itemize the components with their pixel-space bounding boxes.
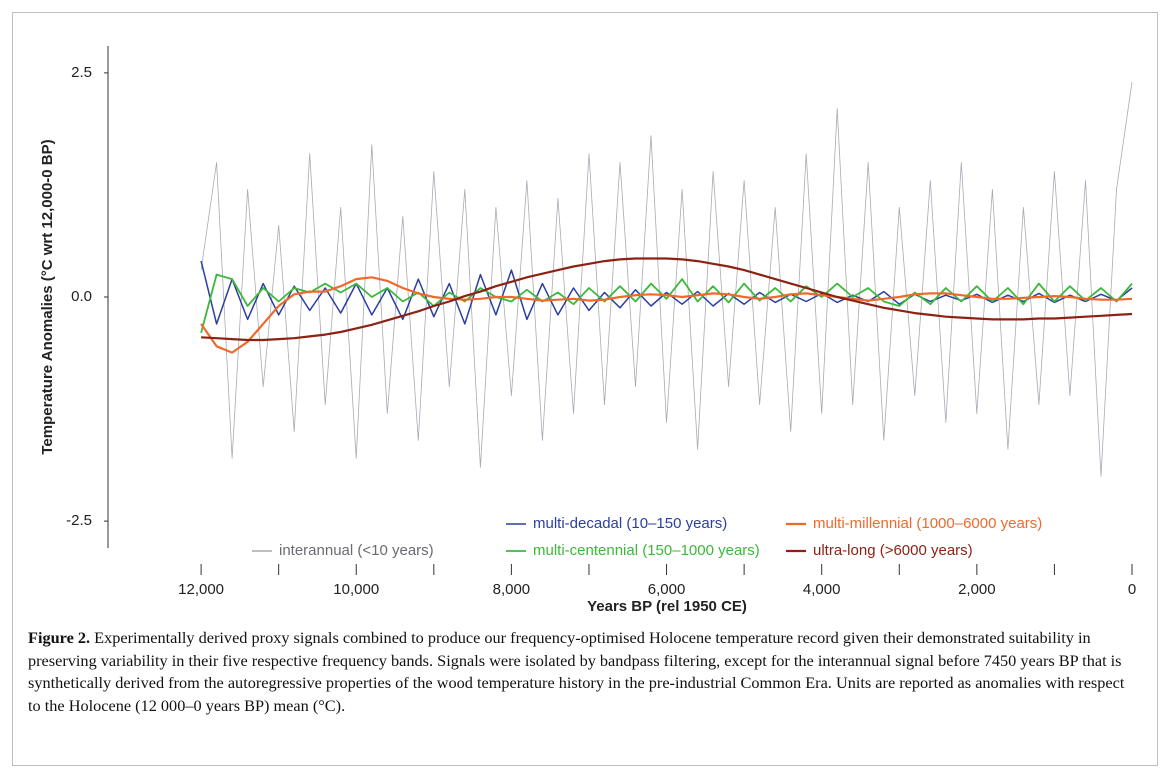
x-tick-label: 4,000 — [803, 581, 841, 598]
x-tick-label: 0 — [1128, 581, 1136, 598]
caption-label: Figure 2. — [28, 628, 91, 647]
series-line — [200, 81, 1133, 477]
x-tick-label: 6,000 — [648, 581, 686, 598]
y-tick-label: 0.0 — [71, 288, 92, 305]
chart: Temperature Anomalies (°C wrt 12,000-0 B… — [39, 46, 1136, 615]
x-axis-label: Years BP (rel 1950 CE) — [587, 598, 747, 615]
y-tick-label: -2.5 — [66, 512, 92, 529]
figure-frame — [12, 12, 1158, 766]
y-axis-label: Temperature Anomalies (°C wrt 12,000-0 B… — [39, 139, 56, 454]
x-tick-label: 12,000 — [178, 581, 224, 598]
legend-label: multi-centennial (150–1000 years) — [533, 542, 760, 559]
figure-caption: Figure 2. Experimentally derived proxy s… — [28, 627, 1128, 718]
x-tick-label: 8,000 — [493, 581, 531, 598]
legend-label: multi-decadal (10–150 years) — [533, 515, 727, 532]
y-tick-label: 2.5 — [71, 64, 92, 81]
x-tick-label: 10,000 — [333, 581, 379, 598]
series-line — [201, 257, 1133, 342]
legend-label: multi-millennial (1000–6000 years) — [813, 515, 1042, 532]
series-line — [200, 276, 1133, 354]
x-tick-label: 2,000 — [958, 581, 996, 598]
caption-text: Experimentally derived proxy signals com… — [28, 628, 1125, 716]
legend-label: interannual (<10 years) — [279, 542, 434, 559]
legend-label: ultra-long (>6000 years) — [813, 542, 973, 559]
series-line — [200, 273, 1133, 334]
